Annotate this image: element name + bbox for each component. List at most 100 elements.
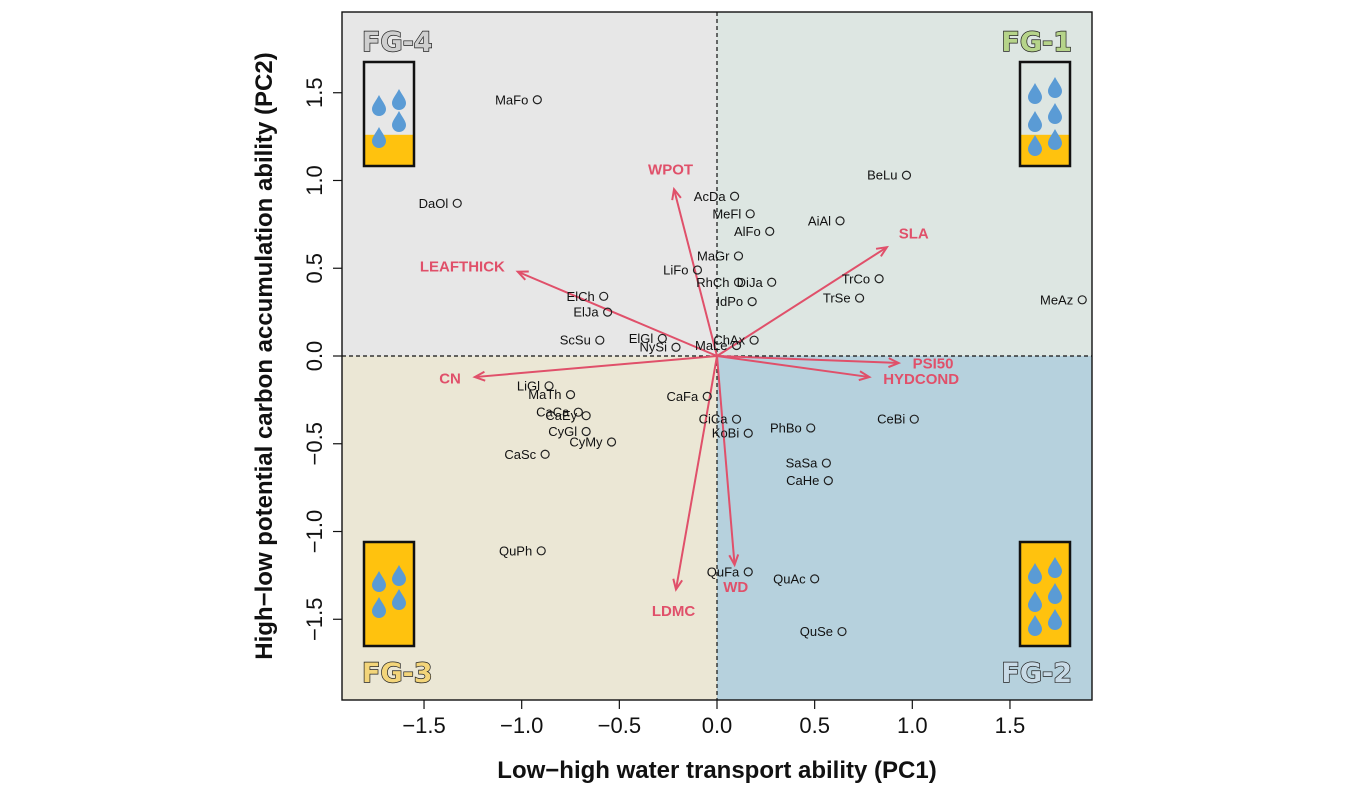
species-label: CaSc xyxy=(504,447,536,462)
water-drop-icon xyxy=(1048,557,1062,578)
species-label: LiGl xyxy=(517,378,540,393)
soil-fill xyxy=(1020,542,1070,646)
species-label: ElGl xyxy=(629,331,654,346)
species-point xyxy=(599,291,609,301)
badge-fg-3: FG-3 xyxy=(361,540,433,690)
vector-label: PSI50 xyxy=(913,356,954,373)
species-label: QuAc xyxy=(773,571,806,586)
water-drop-icon xyxy=(1028,615,1042,636)
vector-arrowhead xyxy=(728,554,740,568)
water-drop-icon xyxy=(1048,583,1062,604)
badge-fg-1: FG-1 xyxy=(1001,26,1073,168)
vector-arrowhead xyxy=(671,186,682,201)
species-label: CyMy xyxy=(569,435,603,450)
water-drop-icon xyxy=(1048,129,1062,150)
species-point xyxy=(765,226,775,236)
water-drop-icon xyxy=(1028,135,1042,156)
y-axis-title: High−low potential carbon accumulation a… xyxy=(251,52,278,659)
species-point xyxy=(731,414,742,424)
x-tick-label: 1.0 xyxy=(897,713,928,738)
vector-label: WD xyxy=(723,579,748,596)
species-label: MaFo xyxy=(495,92,528,107)
species-point xyxy=(806,423,816,433)
species-point xyxy=(692,265,703,275)
vector-wpot xyxy=(673,189,718,357)
water-drop-icon xyxy=(1048,103,1062,124)
species-label: CaHe xyxy=(786,473,819,488)
vector-ldmc xyxy=(674,355,718,590)
species-label: ScSu xyxy=(560,333,591,348)
trait-vectors: WPOT SLA LEAFTHICK PSI50 CN HYDCOND WD LDMC xyxy=(420,162,959,621)
badge-frame xyxy=(1018,60,1072,168)
species-label: ElJa xyxy=(573,305,599,320)
species-label: MaTh xyxy=(528,387,561,402)
badge-fg-2: FG-2 xyxy=(1001,540,1073,690)
vector-arrowhead xyxy=(515,270,529,281)
species-point xyxy=(835,216,845,226)
y-tick-label: 1.0 xyxy=(302,165,327,196)
y-tick-label: −1.5 xyxy=(302,598,327,641)
vector-label: LEAFTHICK xyxy=(420,258,505,275)
species-point xyxy=(606,437,617,447)
soil-fill xyxy=(1020,134,1070,166)
x-tick-label: 1.5 xyxy=(995,713,1026,738)
x-tick-label: −1.0 xyxy=(500,713,543,738)
quadrant-backgrounds xyxy=(342,12,1092,700)
x-tick-label: 0.5 xyxy=(799,713,830,738)
y-tick-label: 0.5 xyxy=(302,253,327,284)
species-point xyxy=(731,340,742,351)
species-label: CyGl xyxy=(548,424,577,439)
species-label: TrCo xyxy=(842,271,870,286)
species-point xyxy=(540,449,550,459)
species-point xyxy=(874,274,884,284)
species-label: QuPh xyxy=(499,543,532,558)
group-label: FG-1 xyxy=(1001,27,1072,58)
vector-hydcond xyxy=(716,355,870,379)
species-label: PhBo xyxy=(770,420,802,435)
species-label: MaGr xyxy=(697,248,730,263)
water-drop-icon xyxy=(1048,77,1062,98)
water-drop-icon xyxy=(392,589,406,610)
species-label: QuSe xyxy=(800,624,833,639)
vector-arrowhead xyxy=(472,370,486,382)
x-tick-label: 0.0 xyxy=(702,713,733,738)
y-tick-label: −1.0 xyxy=(302,510,327,553)
vector-leafthick xyxy=(517,270,718,357)
badge-frame xyxy=(1018,540,1072,648)
species-point xyxy=(544,381,554,391)
vector-label: HYDCOND xyxy=(883,371,959,388)
species-label: ElCh xyxy=(567,289,595,304)
species-label: CiCa xyxy=(699,412,729,427)
group-label: FG-3 xyxy=(362,658,433,689)
species-label: RhCh xyxy=(696,275,729,290)
vector-psi50 xyxy=(716,355,899,365)
species-point xyxy=(747,296,757,307)
x-axis-title: Low−high water transport ability (PC1) xyxy=(497,757,936,784)
species-label: DiJa xyxy=(737,275,764,290)
quadrant-fg-1 xyxy=(717,12,1092,356)
species-point xyxy=(743,428,753,438)
species-label: LiFo xyxy=(663,263,688,278)
vector-arrowhead xyxy=(875,245,889,257)
quadrant-fg-2 xyxy=(717,356,1092,700)
species-label: CaEy xyxy=(545,408,577,423)
soil-fill xyxy=(364,134,414,166)
y-tick-label: 1.5 xyxy=(302,77,327,108)
species-label: AiAl xyxy=(808,213,831,228)
vector-label: SLA xyxy=(899,226,929,243)
species-label: NySi xyxy=(640,340,668,355)
species-label: CaFa xyxy=(666,389,699,404)
badge-frame xyxy=(362,540,416,648)
species-point xyxy=(733,277,744,287)
water-drop-icon xyxy=(392,111,406,132)
species-point xyxy=(909,414,919,424)
water-drop-icon xyxy=(1028,563,1042,584)
water-drop-icon xyxy=(372,95,386,116)
species-point xyxy=(573,407,583,417)
species-label: TrSe xyxy=(823,291,851,306)
species-point xyxy=(901,170,912,180)
species-label: SaSa xyxy=(786,456,819,471)
species-point xyxy=(821,458,831,468)
species-point xyxy=(565,390,576,400)
species-label: DaOl xyxy=(419,196,449,211)
